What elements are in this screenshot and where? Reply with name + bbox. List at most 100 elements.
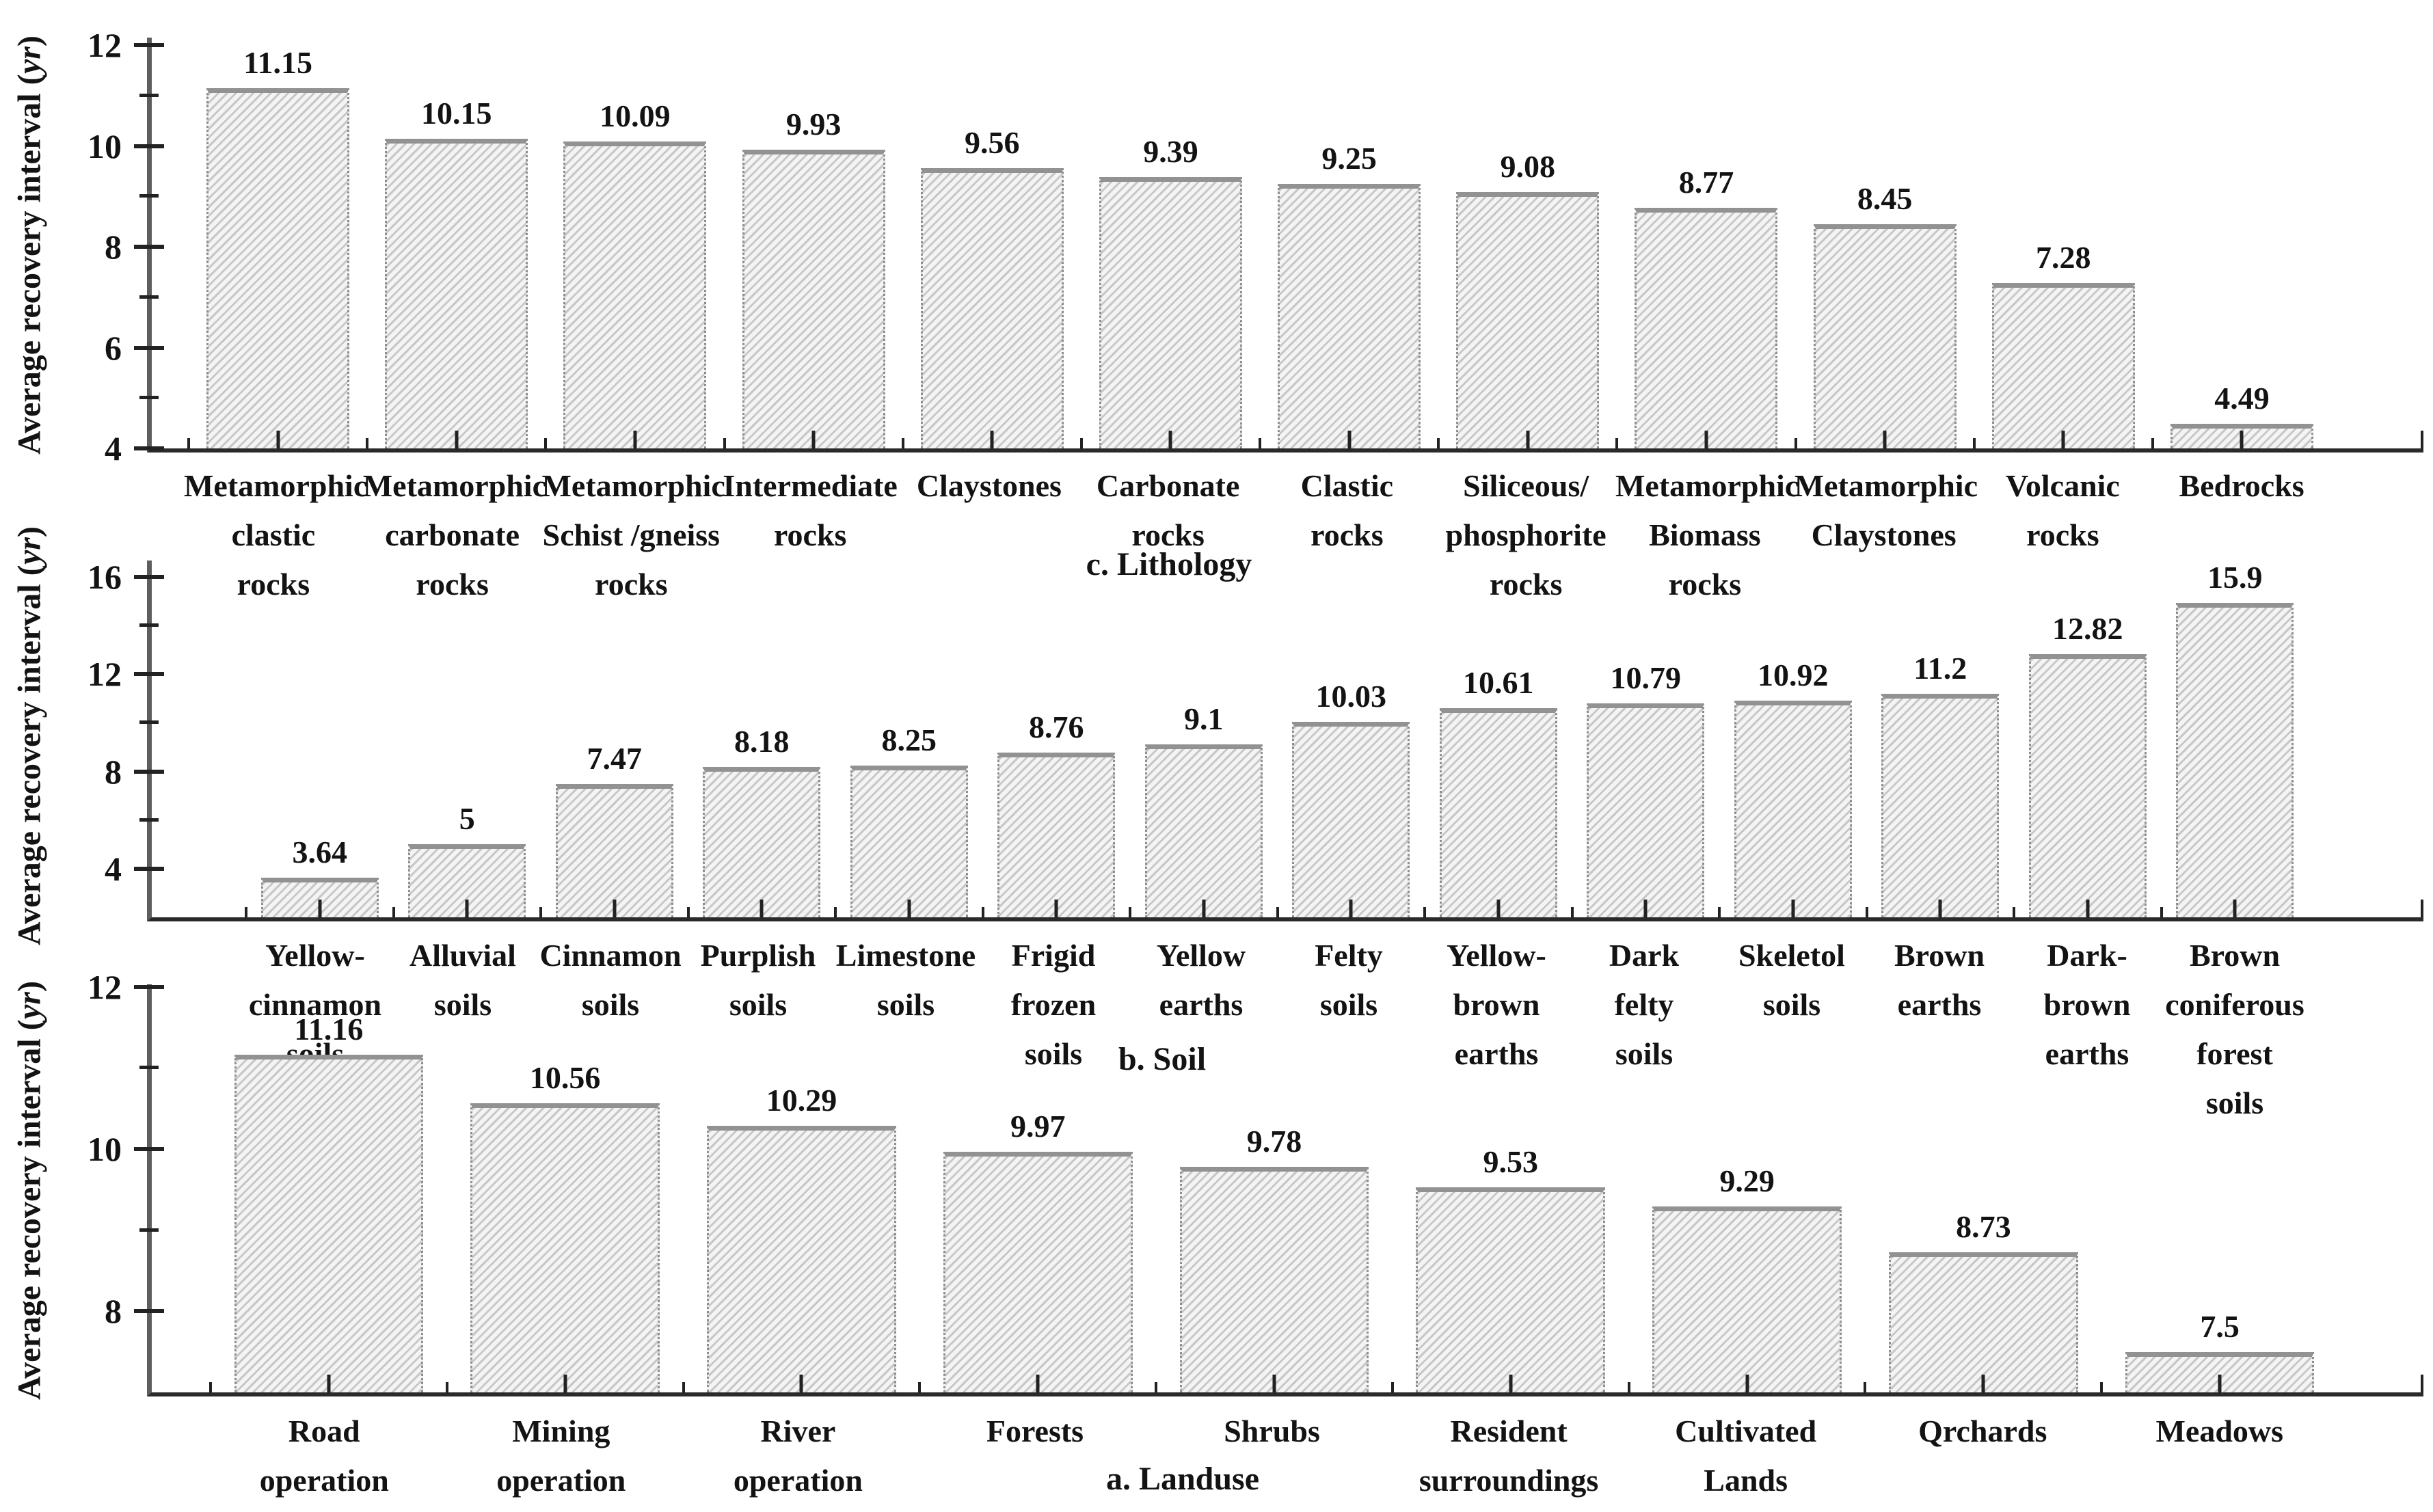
y-axis-minor-tick	[139, 1228, 159, 1232]
category-label: Yellow- brown earths	[1447, 938, 1546, 1071]
x-axis-boundary-tick	[1972, 438, 1976, 448]
bar-group: 8.76	[981, 561, 1131, 917]
bar	[1734, 700, 1852, 917]
category-label: Limestone soils	[835, 938, 976, 1022]
bar	[2176, 603, 2294, 917]
x-axis-center-tick	[455, 431, 459, 448]
y-axis-title-suffix: )	[11, 36, 48, 47]
x-axis-end-tick	[2421, 431, 2423, 448]
y-axis-tick-label: 10	[88, 1129, 122, 1168]
bar-group: 9.39	[1079, 38, 1260, 448]
soil-bars: 3.64 5 7.47 8.18 8.25 8.76 9.1 10.03 10.61 10.79 1…	[152, 561, 2423, 917]
bar-value-label: 9.93	[785, 106, 842, 141]
x-axis-center-tick	[2233, 900, 2237, 917]
bar	[1144, 744, 1263, 917]
bar-value-label: 8.77	[1678, 165, 1734, 200]
x-axis-center-tick	[1526, 431, 1530, 448]
category-label: Volcanic rocks	[2005, 468, 2120, 552]
category-label: Resident surroundings	[1419, 1414, 1599, 1498]
bar-value-label: 5	[459, 801, 475, 837]
category-label: Felty soils	[1315, 938, 1383, 1022]
x-axis-boundary-tick	[1718, 907, 1721, 917]
x-axis-boundary-tick	[834, 907, 837, 917]
y-axis-tick-label: 12	[88, 26, 122, 65]
category-label: Metamorphic Biomass rocks	[1615, 468, 1799, 602]
bar	[1416, 1187, 1606, 1392]
category-label: Carbonate rocks	[1096, 468, 1240, 552]
x-axis-center-tick	[1347, 431, 1352, 448]
x-axis-boundary-tick	[187, 438, 190, 448]
x-axis-center-tick	[2240, 431, 2244, 448]
bar	[206, 87, 350, 448]
x-axis-boundary-tick	[209, 1382, 212, 1392]
bar-group: 7.28	[1972, 38, 2153, 448]
caption-landuse: a. Landuse	[1105, 1461, 1260, 1497]
x-axis-boundary-tick	[686, 907, 690, 917]
bar	[1991, 283, 2135, 448]
bar	[1635, 208, 1778, 448]
category-label: Clastic rocks	[1300, 468, 1394, 552]
x-axis-center-tick	[1496, 900, 1501, 917]
bar-group: 12.82	[2013, 561, 2162, 917]
x-axis-boundary-tick	[2151, 438, 2154, 448]
x-axis-boundary-tick	[981, 907, 984, 917]
category-label: Yellow- cinnamon soils	[248, 938, 382, 1071]
bar-value-label: 7.28	[2036, 240, 2091, 275]
x-axis-boundary-tick	[1259, 438, 1262, 448]
y-axis-title-suffix: )	[11, 981, 48, 993]
y-axis-major-tick	[134, 144, 164, 148]
bar-group: 7.5	[2100, 984, 2338, 1392]
bar-value-label: 10.56	[529, 1060, 601, 1096]
x-axis-center-tick	[1643, 900, 1648, 917]
y-axis-major-tick	[134, 769, 164, 774]
x-axis-boundary-tick	[1570, 907, 1574, 917]
bar-value-label: 10.92	[1758, 657, 1829, 692]
y-axis-title-text: Average recovery interval (	[11, 565, 48, 945]
x-axis-center-tick	[1349, 900, 1353, 917]
bar	[997, 753, 1116, 917]
bar	[703, 767, 821, 917]
category-label: Frigid frozen soils	[1010, 938, 1097, 1071]
x-axis-end-tick	[2421, 1375, 2423, 1392]
bar-value-label: 11.2	[1913, 650, 1967, 686]
bar-value-label: 10.79	[1610, 660, 1682, 696]
landuse-category-labels: Road operation Mining operation River oper…	[147, 1407, 2423, 1505]
bar-group: 9.25	[1259, 38, 1438, 448]
bar-group: 10.92	[1718, 561, 1867, 917]
bar-group: 10.61	[1423, 561, 1572, 917]
x-axis-center-tick	[1981, 1375, 1985, 1392]
x-axis-boundary-tick	[2100, 1382, 2103, 1392]
bar-group: 9.97	[918, 984, 1156, 1392]
x-axis-center-tick	[465, 900, 469, 917]
y-axis-title-text: Average recovery interval (	[11, 1019, 48, 1400]
category-label: Brown earths	[1894, 938, 1985, 1022]
bar-group: 10.29	[682, 984, 920, 1392]
y-axis-tick-label: 6	[105, 328, 122, 367]
x-axis-center-tick	[327, 1375, 331, 1392]
bar-value-label: 12.82	[2052, 611, 2123, 646]
x-axis-boundary-tick	[1437, 438, 1440, 448]
x-axis-boundary-tick	[1865, 907, 1868, 917]
category-label: Meadows	[2155, 1414, 2284, 1448]
bar-group: 11.2	[1865, 561, 2015, 917]
y-axis-tick-label: 8	[105, 228, 122, 267]
x-axis-center-tick	[1036, 1375, 1040, 1392]
category-label: River operation	[733, 1414, 863, 1498]
category-label: Metamorphic carbonate rocks	[362, 468, 547, 602]
y-axis-major-tick	[134, 574, 164, 579]
y-axis-tick-label: 10	[88, 126, 122, 165]
bar-group: 8.45	[1794, 38, 1974, 448]
bar-value-label: 10.61	[1463, 664, 1534, 700]
x-axis-center-tick	[276, 431, 280, 448]
bar	[555, 784, 673, 917]
category-label: Purplish soils	[700, 938, 816, 1022]
bar-value-label: 9.29	[1719, 1163, 1775, 1199]
bar	[470, 1103, 660, 1392]
category-label: Forests	[986, 1414, 1084, 1448]
bar-group: 10.15	[366, 38, 546, 448]
y-axis-major-tick	[134, 446, 164, 450]
bar-value-label: 7.47	[587, 741, 643, 777]
x-axis-boundary-tick	[392, 907, 395, 917]
bar	[234, 1055, 424, 1392]
